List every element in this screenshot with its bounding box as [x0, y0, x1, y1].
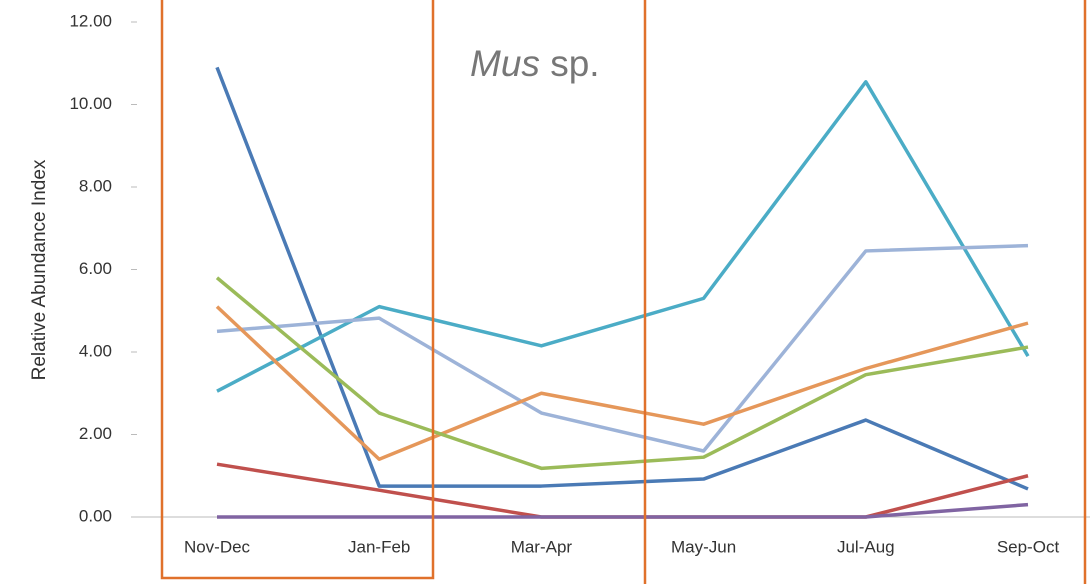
- series-line: [217, 502, 1029, 519]
- y-tick-label: 0.00: [79, 506, 112, 525]
- y-tick-label: 10.00: [69, 94, 112, 113]
- series-line: [216, 80, 1030, 393]
- annotation-italic: Mus: [470, 43, 540, 84]
- y-axis-label: Relative Abundance Index: [29, 159, 50, 380]
- annotation-rest: sp.: [550, 43, 599, 84]
- plot: 0.00 2.00 4.00 6.00 8.00 10.00 12.00 Nov-Dec Jan…: [69, 11, 1090, 556]
- x-tick-label: Jul-Aug: [837, 537, 895, 556]
- x-tick-label: Sep-Oct: [997, 537, 1060, 556]
- y-tick-label: 12.00: [69, 11, 112, 30]
- annotation: Mus sp.: [470, 43, 600, 84]
- x-tick-label: Mar-Apr: [511, 537, 573, 556]
- x-tick-label: May-Jun: [671, 537, 736, 556]
- series-line: [215, 305, 1029, 461]
- x-tick-label: Nov-Dec: [184, 537, 251, 556]
- x-tick-label: Jan-Feb: [348, 537, 410, 556]
- y-tick-label: 8.00: [79, 176, 112, 195]
- highlight-box: [160, 0, 435, 580]
- series-line: [216, 243, 1029, 453]
- series-line: [215, 66, 1029, 491]
- series-line: [216, 462, 1029, 519]
- y-tick-label: 2.00: [79, 424, 112, 443]
- y-tick-label: 6.00: [79, 259, 112, 278]
- series-line: [215, 276, 1029, 471]
- y-tick-label: 4.00: [79, 341, 112, 360]
